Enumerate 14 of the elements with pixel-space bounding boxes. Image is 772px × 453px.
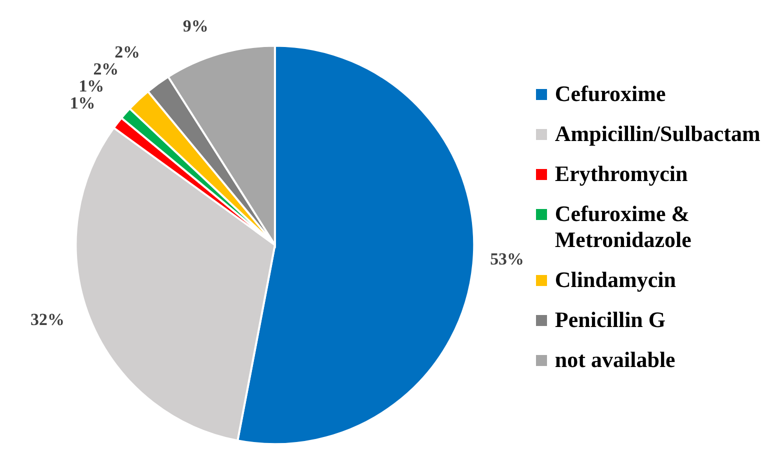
data-label: 32%	[30, 310, 64, 330]
legend-label: Erythromycin	[554, 160, 688, 186]
legend-label: Ampicillin/Sulbactam	[554, 120, 760, 146]
data-label: 2%	[93, 59, 119, 78]
legend-label: Clindamycin	[554, 266, 676, 292]
data-label: 1%	[70, 93, 96, 112]
legend-label: not available	[554, 346, 676, 372]
data-label: 1%	[78, 76, 104, 96]
data-label: 2%	[114, 42, 140, 62]
data-label: 9%	[182, 16, 208, 36]
legend-label: Cefuroxime & Metronidazole	[554, 200, 692, 252]
data-label: 53%	[490, 250, 524, 269]
legend-label: Cefuroxime	[554, 80, 666, 106]
legend-label: Penicillin G	[554, 306, 666, 332]
